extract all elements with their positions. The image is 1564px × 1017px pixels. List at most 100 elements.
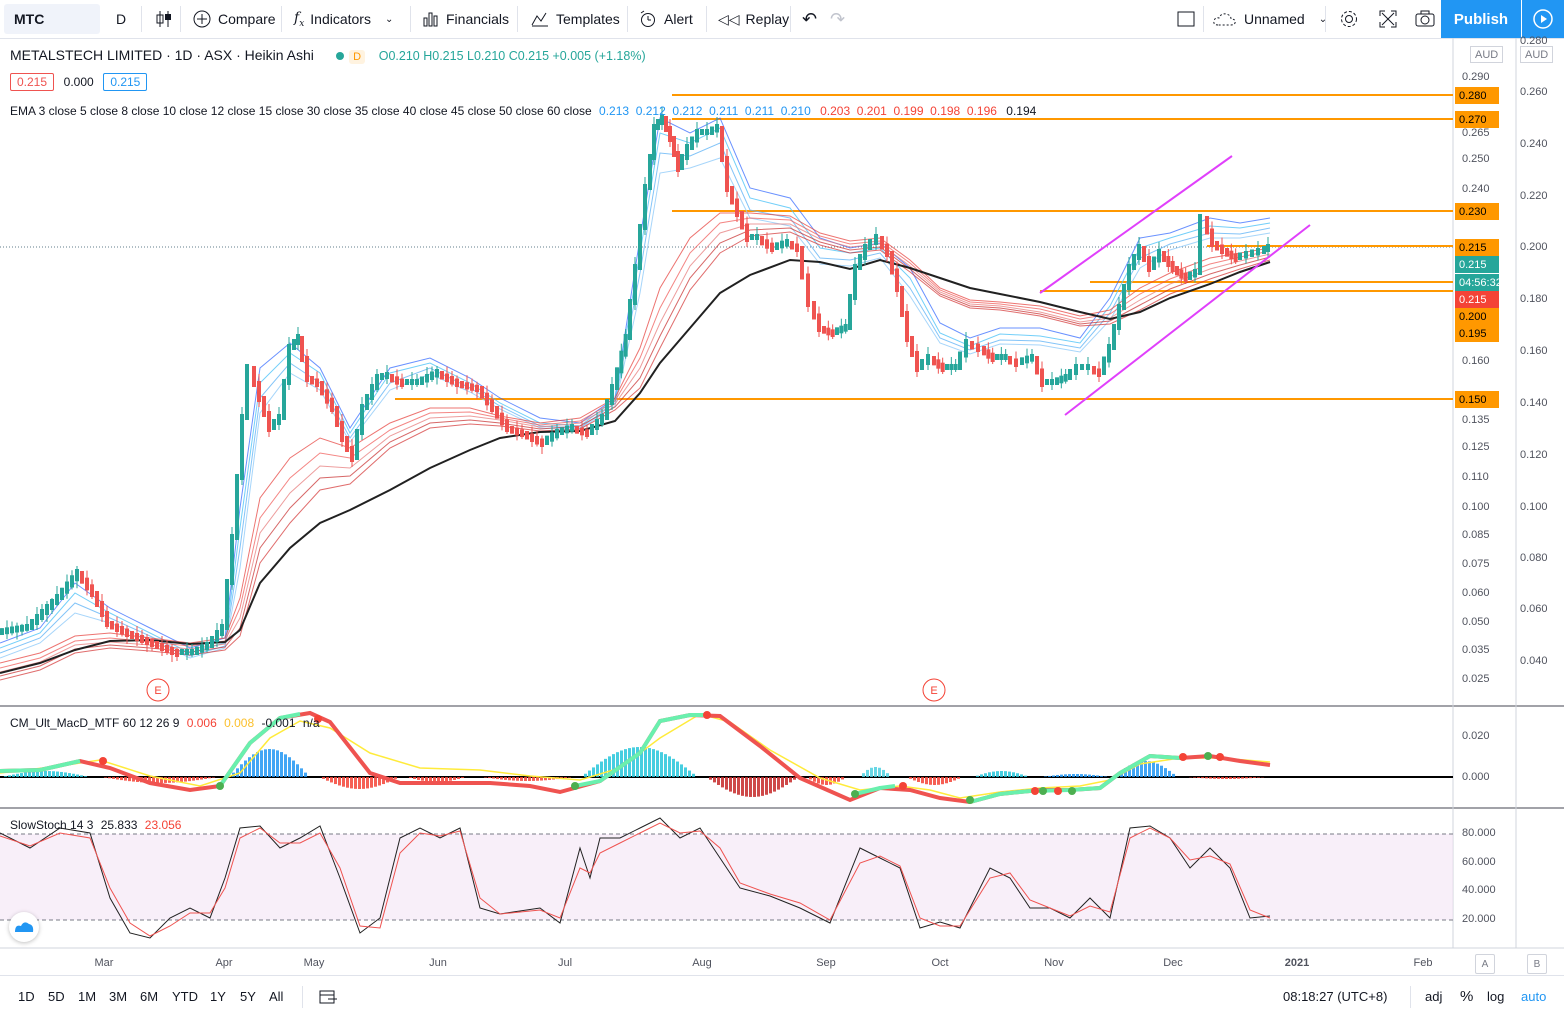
bid-box[interactable]: 0.215 (10, 73, 54, 91)
price-tick-right: 0.260 (1520, 86, 1548, 98)
macd-hist-bar (512, 777, 515, 781)
price-tick: 0.290 (1462, 71, 1490, 83)
candle-body (150, 639, 154, 647)
interval-button[interactable]: D (108, 0, 134, 38)
redo-button[interactable]: ↷ (822, 0, 853, 38)
chart-canvas[interactable]: E E (0, 38, 1564, 975)
adjust-toggle[interactable]: adj (1425, 976, 1442, 1017)
macd-hist-bar (1068, 774, 1071, 777)
multiple-charts-button[interactable] (1168, 0, 1204, 38)
fullscreen-button[interactable] (1370, 0, 1406, 38)
range-5y[interactable]: 5Y (240, 976, 256, 1017)
range-1m[interactable]: 1M (78, 976, 96, 1017)
alert-button[interactable]: Alert (630, 0, 701, 38)
candle-body (740, 211, 744, 230)
level-label: 0.195 (1455, 325, 1499, 342)
candle-body (720, 126, 724, 162)
candle-body (958, 352, 962, 371)
candle-body (405, 379, 409, 385)
time-tick: Sep (816, 957, 836, 969)
range-3m[interactable]: 3M (109, 976, 127, 1017)
macd-hist-bar (925, 777, 928, 784)
macd-hist-bar (413, 777, 416, 779)
macd-legend[interactable]: CM_Ult_MacD_MTF 60 12 26 9 0.006 0.008 -… (10, 716, 320, 730)
parallel-channel[interactable] (1040, 156, 1310, 415)
undo-button[interactable]: ↶ (794, 0, 825, 38)
clock-timezone[interactable]: 08:18:27 (UTC+8) (1283, 976, 1387, 1017)
templates-label: Templates (556, 11, 620, 27)
publish-button[interactable]: Publish (1441, 0, 1521, 38)
macd-hist-bar (1209, 777, 1212, 779)
candle-body (370, 384, 374, 400)
candle-body (1127, 264, 1131, 290)
ema-legend[interactable]: EMA 3 close 5 close 8 close 10 close 12 … (10, 104, 1036, 118)
percent-toggle[interactable]: % (1460, 976, 1473, 1017)
currency-label-right[interactable]: AUD (1520, 46, 1553, 63)
alert-label: Alert (664, 11, 693, 27)
candle-body (638, 224, 642, 270)
candle-body (628, 299, 632, 340)
log-toggle[interactable]: log (1487, 976, 1504, 1017)
macd-hist-bar (346, 777, 349, 788)
candle-body (700, 129, 704, 135)
settings-button[interactable] (1330, 0, 1368, 38)
earnings-marker[interactable]: E (923, 679, 945, 701)
publish-video-button[interactable] (1522, 0, 1564, 38)
candle-body (982, 346, 986, 355)
candle-body (15, 626, 19, 633)
stoch-legend[interactable]: SlowStoch 14 3 25.833 23.056 (10, 818, 181, 832)
scale-a-button[interactable]: A (1475, 954, 1495, 974)
ask-box[interactable]: 0.215 (103, 73, 147, 91)
macd-hist-bar (866, 770, 869, 777)
candle-body (30, 619, 34, 630)
symbol-search[interactable]: MTC (4, 4, 100, 34)
candle-body (115, 624, 119, 633)
chart-style-button[interactable] (146, 0, 182, 38)
compare-button[interactable]: Compare (184, 0, 284, 38)
channel-lower-line[interactable] (1065, 225, 1310, 415)
candle-body (420, 377, 424, 386)
macd-hist-bar (500, 777, 503, 780)
indicators-button[interactable]: fx Indicators ⌄ (286, 0, 401, 38)
tradingview-logo-icon[interactable] (9, 912, 39, 942)
range-1d[interactable]: 1D (18, 976, 35, 1017)
candle-body (895, 269, 899, 293)
price-tick: 0.060 (1462, 587, 1490, 599)
macd-hist-bar (878, 768, 881, 777)
candle-body (425, 374, 429, 383)
scale-b-button[interactable]: B (1527, 954, 1547, 974)
macd-hist-bar (449, 777, 452, 781)
candle-body (685, 144, 689, 160)
channel-upper-line[interactable] (1040, 156, 1232, 293)
replay-button[interactable]: ◁◁ Replay (710, 0, 797, 38)
macd-hist-bar (588, 771, 591, 777)
macd-hist-bar (813, 777, 816, 782)
macd-hist-bar (862, 773, 865, 777)
macd-hist-bar (338, 777, 341, 785)
candle-body (785, 239, 789, 247)
currency-label[interactable]: AUD (1470, 46, 1503, 63)
candle-body (305, 356, 309, 382)
alarm-clock-icon (638, 9, 658, 29)
range-1y[interactable]: 1Y (210, 976, 226, 1017)
candle-body (790, 241, 794, 250)
macd-hist-bar (1000, 771, 1003, 777)
auto-toggle[interactable]: auto (1521, 976, 1546, 1017)
chevron-down-icon: ⌄ (385, 14, 393, 25)
range-6m[interactable]: 6M (140, 976, 158, 1017)
divider (410, 6, 411, 32)
goto-date-button[interactable] (318, 976, 338, 1017)
macd-hist-bar (684, 767, 687, 777)
candle-body (1025, 356, 1029, 364)
macd-hist-bar (725, 777, 728, 790)
candle-body (624, 334, 628, 357)
range-5d[interactable]: 5D (48, 976, 65, 1017)
layout-menu-button[interactable]: Unnamed ⌄ (1204, 0, 1335, 38)
range-all[interactable]: All (269, 976, 283, 1017)
templates-button[interactable]: Templates (522, 0, 628, 38)
earnings-marker[interactable]: E (147, 679, 169, 701)
snapshot-button[interactable] (1406, 0, 1444, 38)
range-ytd[interactable]: YTD (172, 976, 198, 1017)
financials-button[interactable]: Financials (414, 0, 517, 38)
candle-body (1238, 253, 1242, 261)
